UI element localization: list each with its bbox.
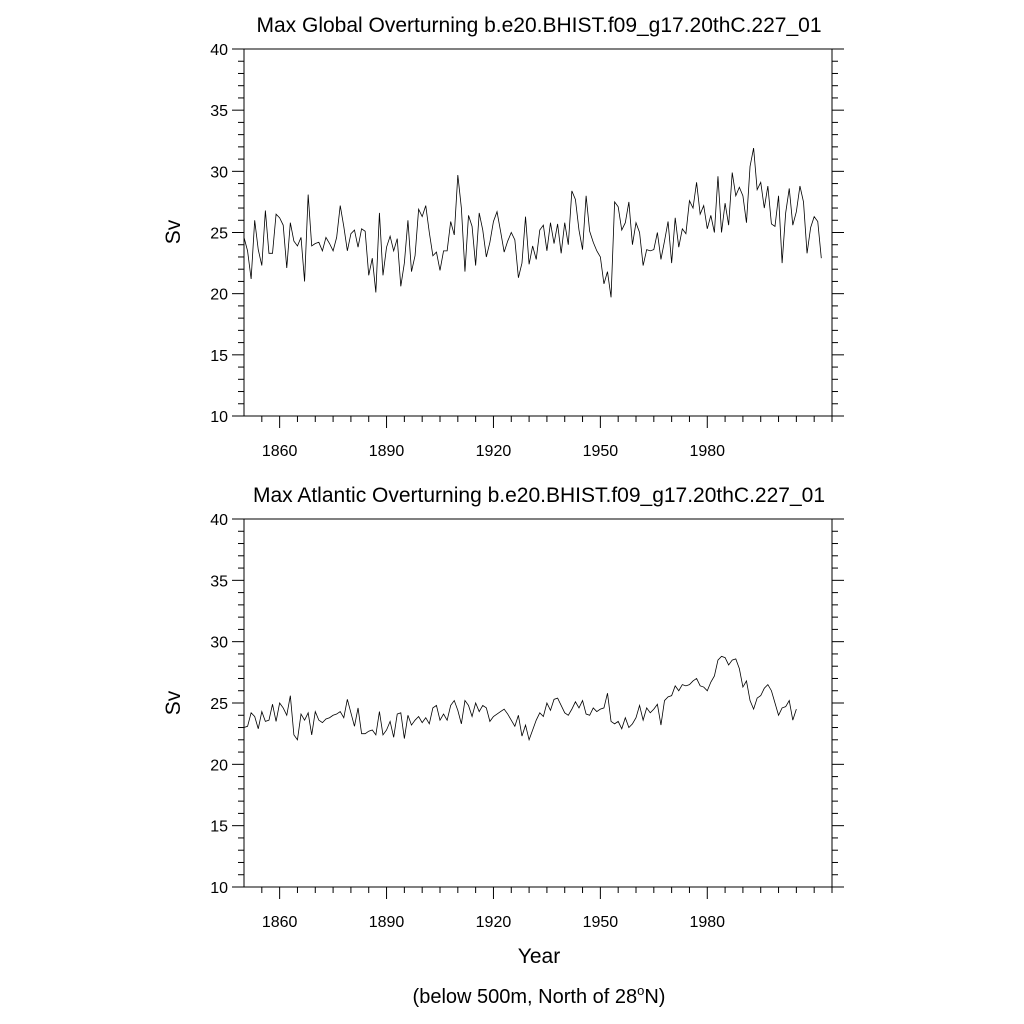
series-line [243,148,822,298]
x-tick-label: 1890 [369,443,405,460]
y-axis-label: Sv [162,219,185,244]
y-tick-label: 20 [210,287,228,304]
y-tick-label: 35 [210,103,228,120]
y-tick-label: 25 [210,226,228,243]
y-tick-label: 35 [210,573,228,590]
y-tick-label: 25 [210,696,228,713]
x-tick-label: 1890 [369,914,405,931]
y-tick-label: 15 [210,348,228,365]
x-tick-label: 1860 [262,914,298,931]
plot-frame [243,518,833,888]
y-tick-label: 30 [210,635,228,652]
x-tick-label: 1950 [583,914,619,931]
y-tick-label: 10 [210,409,228,426]
y-axis-label: Sv [162,690,185,715]
chart-title: Max Global Overturning b.e20.BHIST.f09_g… [256,14,821,37]
series-line [243,655,797,742]
y-tick-label: 20 [210,757,228,774]
plot-frame [243,48,833,417]
atlantic-overturning-panel: Max Atlantic Overturning b.e20.BHIST.f09… [162,484,844,968]
footnote: (below 500m, North of 28oN) [413,983,666,1008]
x-tick-label: 1980 [689,443,725,460]
y-tick-label: 40 [210,42,228,59]
footnote-prefix: (below 500m, North of 28 [413,986,638,1008]
x-tick-label: 1920 [476,443,512,460]
x-tick-label: 1980 [689,914,725,931]
y-tick-label: 10 [210,880,228,897]
x-axis-label: Year [518,945,560,968]
footnote-degree-superscript: o [637,983,644,998]
y-tick-label: 40 [210,512,228,529]
x-tick-label: 1920 [476,914,512,931]
x-tick-label: 1950 [583,443,619,460]
footnote-suffix: N) [644,986,665,1008]
y-tick-label: 30 [210,164,228,181]
x-tick-label: 1860 [262,443,298,460]
y-tick-label: 15 [210,819,228,836]
global-overturning-panel: Max Global Overturning b.e20.BHIST.f09_g… [162,14,844,460]
chart-title: Max Atlantic Overturning b.e20.BHIST.f09… [253,484,825,507]
